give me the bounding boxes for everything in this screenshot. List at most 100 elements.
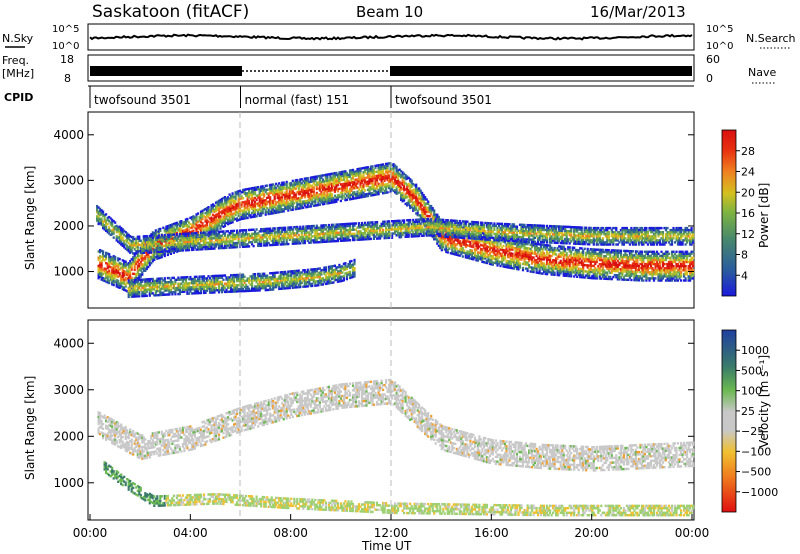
power-echo-cell [178, 245, 181, 248]
power-echo-cell [368, 171, 371, 175]
power-echo-cell [502, 244, 505, 248]
power-echo-cell [562, 251, 565, 255]
power-echo-cell [342, 195, 345, 198]
power-echo-cell [132, 256, 135, 259]
power-echo-cell [484, 247, 487, 250]
power-echo-cell [511, 244, 514, 247]
power-echo-cell [579, 257, 582, 260]
power-echo-cell [299, 198, 302, 202]
power-echo-cell [153, 242, 156, 246]
power-echo-cell [133, 241, 136, 245]
power-echo-cell [442, 241, 445, 245]
power-echo-cell [108, 228, 111, 231]
power-echo-cell [649, 250, 653, 253]
power-echo-cell [618, 263, 621, 267]
power-echo-cell [96, 207, 99, 210]
power-echo-cell [306, 177, 309, 180]
power-echo-cell [318, 176, 321, 180]
power-echo-cell [112, 277, 115, 281]
power-echo-cell [672, 275, 675, 278]
power-echo-cell [123, 244, 126, 247]
power-echo-cell [118, 257, 121, 261]
power-echo-cell [658, 254, 662, 258]
power-echo-cell [455, 243, 458, 246]
power-echo-cell [165, 250, 168, 253]
power-echo-cell [290, 200, 293, 203]
power-echo-cell [624, 270, 627, 273]
power-echo-cell [586, 270, 589, 273]
power-echo-cell [246, 187, 249, 191]
power-echo-cell [433, 211, 436, 214]
power-echo-cell [243, 200, 246, 204]
power-echo-cell [645, 271, 648, 274]
power-echo-cell [342, 174, 345, 177]
power-echo-cell [258, 212, 261, 215]
power-echo-cell [360, 181, 364, 184]
power-echo-cell [217, 234, 221, 238]
power-echo-cell [625, 268, 628, 271]
power-echo-cell [129, 235, 132, 238]
power-echo-cell [588, 264, 591, 267]
power-echo-cell [195, 217, 198, 220]
power-echo-cell [159, 248, 162, 251]
power-echo-cell [661, 258, 665, 262]
power-echo-cell [406, 177, 409, 180]
power-echo-cell [142, 241, 145, 244]
power-echo-cell [648, 262, 651, 266]
power-echo-cell [415, 208, 418, 211]
power-echo-cell [282, 210, 285, 213]
power-echo-cell [123, 272, 126, 275]
power-echo-cell [357, 192, 361, 195]
power-echo-cell [312, 196, 315, 199]
power-echo-cell [351, 172, 355, 176]
power-echo-cell [165, 227, 168, 230]
power-echo-cell [291, 198, 294, 201]
power-echo-cell [129, 276, 132, 279]
power-echo-cell [285, 203, 288, 206]
power-echo-cell [675, 277, 678, 280]
power-echo-cell [135, 237, 138, 241]
power-echo-cell [284, 193, 287, 196]
power-echo-cell [368, 186, 371, 189]
power-echo-cell [290, 190, 293, 193]
power-echo-cell [225, 211, 228, 214]
power-echo-cell [157, 228, 160, 231]
power-echo-cell [109, 276, 112, 279]
power-echo-cell [195, 221, 198, 224]
power-echo-cell [208, 237, 212, 240]
power-echo-cell [123, 264, 126, 267]
power-echo-cell [124, 264, 127, 268]
power-echo-cell [418, 205, 421, 209]
power-echo-cell [278, 200, 281, 204]
power-echo-cell [371, 169, 374, 172]
power-echo-cell [363, 195, 367, 198]
power-echo-cell [645, 275, 648, 278]
power-echo-cell [392, 183, 395, 186]
power-echo-cell [508, 264, 511, 267]
power-echo-cell [144, 235, 147, 238]
power-echo-cell [389, 170, 392, 173]
power-echo-cell [275, 203, 278, 206]
power-echo-cell [163, 240, 166, 243]
power-echo-cell [239, 189, 242, 192]
power-echo-cell [639, 262, 642, 266]
power-echo-cell [123, 288, 126, 291]
power-echo-cell [371, 171, 374, 174]
power-echo-cell [201, 243, 204, 247]
power-echo-cell [376, 164, 379, 167]
power-echo-cell [389, 190, 392, 194]
power-echo-cell [633, 266, 636, 269]
power-echo-cell [499, 248, 502, 251]
power-echo-cell [520, 258, 523, 261]
power-echo-cell [336, 190, 339, 193]
power-echo-cell [213, 243, 216, 246]
power-echo-cell [592, 272, 595, 276]
power-echo-cell [315, 191, 318, 195]
power-echo-cell [108, 220, 111, 223]
power-echo-cell [290, 192, 293, 195]
power-echo-cell [636, 279, 639, 282]
power-echo-cell [400, 188, 403, 191]
power-echo-cell [612, 261, 615, 264]
power-echo-cell [333, 186, 336, 189]
power-echo-cell [579, 247, 582, 250]
